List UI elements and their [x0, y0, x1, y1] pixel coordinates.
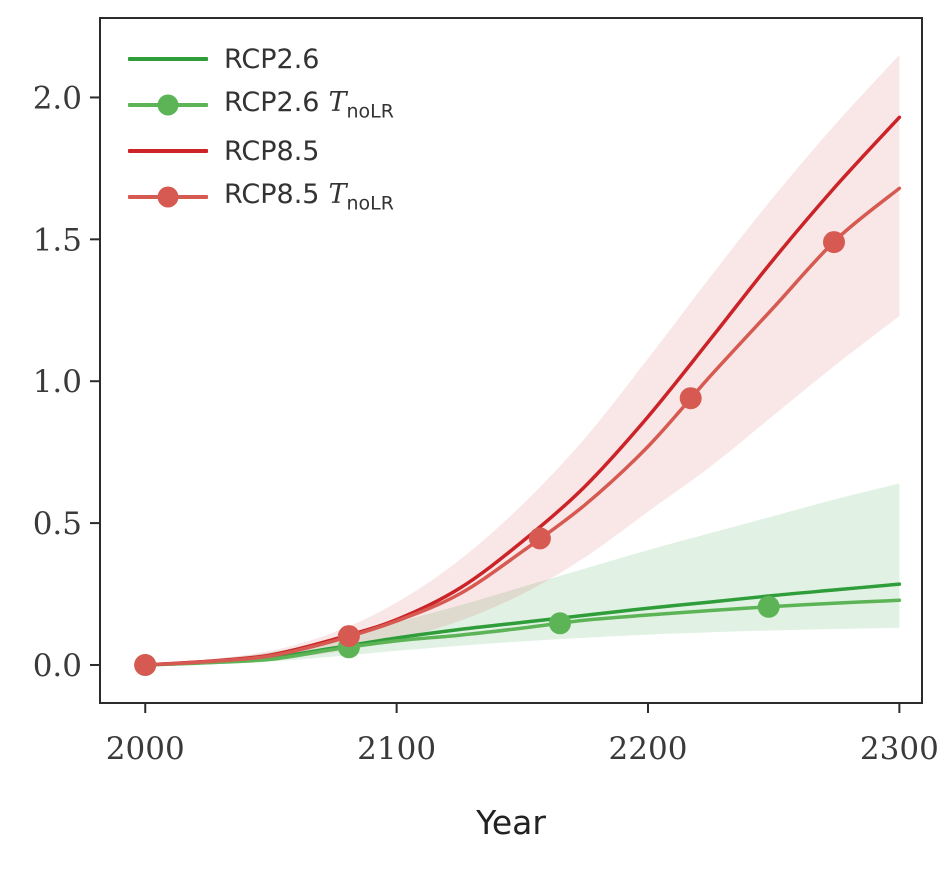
legend-label: RCP2.6 TnoLR: [224, 87, 394, 123]
legend-line-sample: [128, 140, 208, 162]
series-marker-rcp8-5-t-nolr: [679, 387, 702, 410]
legend-label: RCP2.6: [224, 43, 320, 75]
legend-line: [128, 149, 208, 153]
series-marker-rcp8-5-t-nolr: [134, 654, 157, 676]
rcp2-6-uncertainty-band: [145, 483, 900, 665]
y-tick-label: 1.5: [33, 222, 82, 258]
x-tick-label: 2300: [860, 731, 939, 767]
legend-math-var: T: [328, 87, 347, 119]
legend-line: [128, 57, 208, 61]
legend-item-rcp8-5-tnolr: RCP8.5 TnoLR: [128, 174, 394, 220]
y-tick-label: 2.0: [33, 80, 82, 116]
legend: RCP2.6 RCP2.6 TnoLR RCP8.5 RCP8.5 TnoLR: [128, 36, 394, 220]
legend-math-subscript: noLR: [346, 192, 394, 215]
series-marker-rcp2-6-t-nolr: [549, 612, 571, 635]
x-tick-label: 2200: [609, 731, 688, 767]
series-marker-rcp2-6-t-nolr: [757, 595, 780, 618]
legend-label: RCP8.5: [224, 135, 320, 167]
y-tick-label: 0.5: [33, 506, 82, 542]
legend-line-sample: [128, 48, 208, 70]
legend-item-rcp8-5: RCP8.5: [128, 128, 394, 174]
series-marker-rcp8-5-t-nolr: [528, 527, 551, 550]
series-marker-rcp8-5-t-nolr: [823, 231, 845, 254]
x-axis-label: Year: [476, 803, 546, 842]
legend-label: RCP8.5 TnoLR: [224, 179, 394, 215]
legend-item-rcp2-6-tnolr: RCP2.6 TnoLR: [128, 82, 394, 128]
legend-math-var: T: [328, 179, 347, 211]
legend-marker-dot: [157, 94, 179, 116]
axes-box: [99, 17, 923, 704]
x-tick-label: 2100: [357, 731, 436, 767]
x-tick-label: 2000: [106, 731, 185, 767]
series-marker-rcp8-5-t-nolr: [337, 625, 360, 648]
legend-line-marker-sample: [128, 94, 208, 116]
legend-math-subscript: noLR: [346, 100, 394, 123]
y-tick-label: 0.0: [33, 648, 82, 684]
legend-line-marker-sample: [128, 186, 208, 208]
legend-item-rcp2-6: RCP2.6: [128, 36, 394, 82]
legend-marker-dot: [157, 186, 179, 208]
y-tick-label: 1.0: [33, 364, 82, 400]
